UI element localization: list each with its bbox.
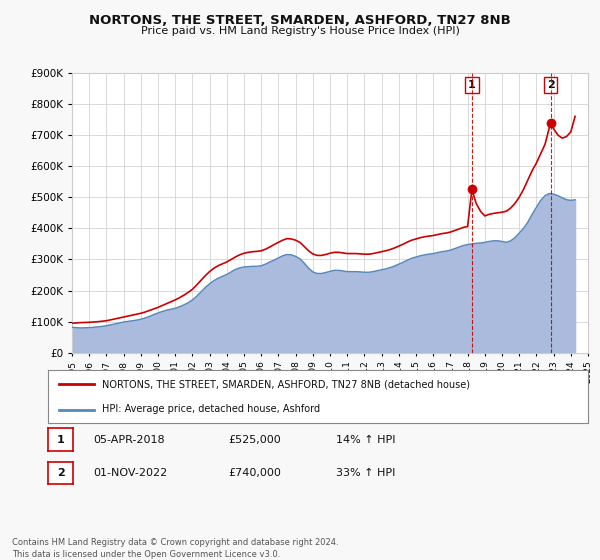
Text: 33% ↑ HPI: 33% ↑ HPI xyxy=(336,468,395,478)
Text: NORTONS, THE STREET, SMARDEN, ASHFORD, TN27 8NB: NORTONS, THE STREET, SMARDEN, ASHFORD, T… xyxy=(89,14,511,27)
Text: 05-APR-2018: 05-APR-2018 xyxy=(93,435,164,445)
Text: NORTONS, THE STREET, SMARDEN, ASHFORD, TN27 8NB (detached house): NORTONS, THE STREET, SMARDEN, ASHFORD, T… xyxy=(102,380,470,390)
Text: Contains HM Land Registry data © Crown copyright and database right 2024.
This d: Contains HM Land Registry data © Crown c… xyxy=(12,538,338,559)
Text: £525,000: £525,000 xyxy=(228,435,281,445)
Text: 1: 1 xyxy=(468,80,476,90)
Text: 2: 2 xyxy=(547,80,554,90)
Text: Price paid vs. HM Land Registry's House Price Index (HPI): Price paid vs. HM Land Registry's House … xyxy=(140,26,460,36)
Text: 1: 1 xyxy=(57,435,64,445)
Text: 14% ↑ HPI: 14% ↑ HPI xyxy=(336,435,395,445)
Text: HPI: Average price, detached house, Ashford: HPI: Average price, detached house, Ashf… xyxy=(102,404,320,414)
Text: £740,000: £740,000 xyxy=(228,468,281,478)
Text: 01-NOV-2022: 01-NOV-2022 xyxy=(93,468,167,478)
Text: 2: 2 xyxy=(57,468,64,478)
